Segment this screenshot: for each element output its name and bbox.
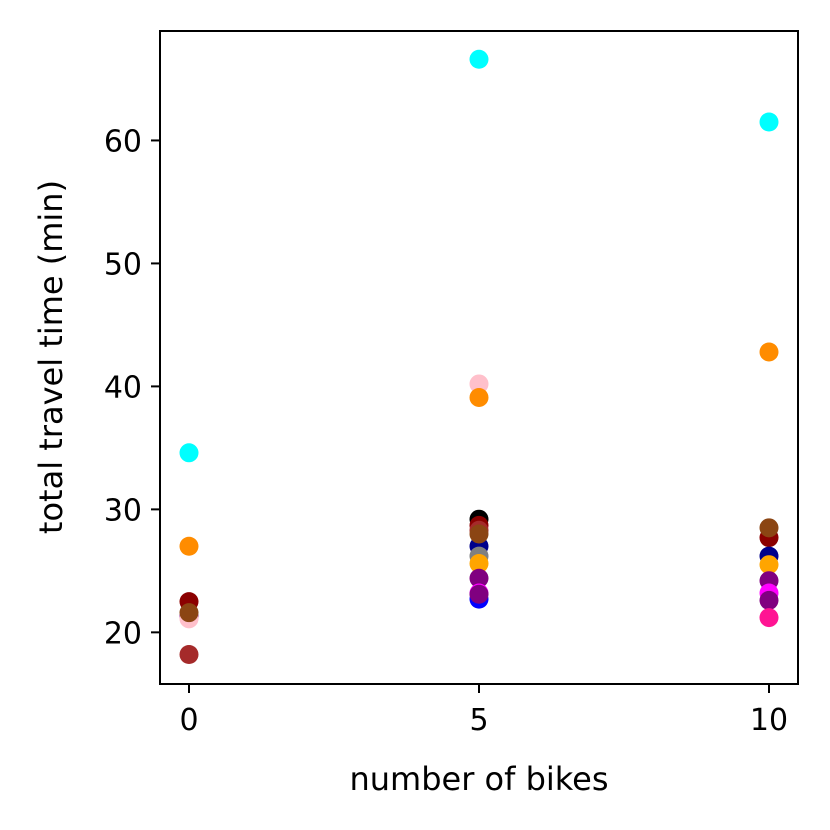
data-point <box>469 524 489 544</box>
x-tick-label: 0 <box>179 703 198 738</box>
data-point <box>469 49 489 69</box>
x-tick-label: 10 <box>750 703 788 738</box>
data-point <box>469 387 489 407</box>
points-layer <box>179 49 779 664</box>
data-point <box>469 553 489 573</box>
data-point <box>759 555 779 575</box>
data-point <box>759 342 779 362</box>
data-point <box>759 608 779 628</box>
data-point <box>759 590 779 610</box>
data-point <box>469 374 489 394</box>
data-point <box>179 644 199 664</box>
y-axis-label: total travel time (min) <box>32 180 70 534</box>
x-tick-label: 5 <box>469 703 488 738</box>
data-point <box>469 584 489 604</box>
y-tick-label: 40 <box>104 370 142 405</box>
x-axis-ticks: 0 5 10 <box>179 684 788 738</box>
data-point <box>179 443 199 463</box>
y-tick-label: 30 <box>104 493 142 528</box>
data-point <box>179 603 199 623</box>
data-point <box>759 112 779 132</box>
data-point <box>759 518 779 538</box>
x-axis-label: number of bikes <box>349 760 608 798</box>
y-tick-label: 60 <box>104 124 142 159</box>
y-tick-label: 50 <box>104 247 142 282</box>
y-tick-label: 20 <box>104 616 142 651</box>
data-point <box>469 568 489 588</box>
y-axis-ticks: 20 30 40 50 60 <box>104 124 160 651</box>
data-point <box>179 536 199 556</box>
